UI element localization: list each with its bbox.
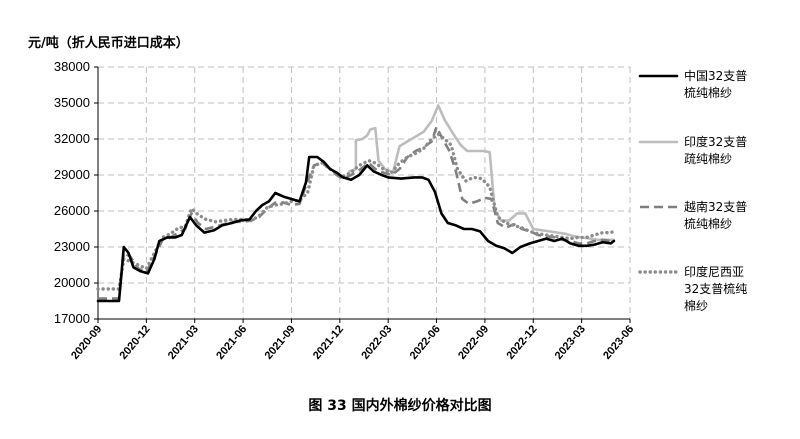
y-tick-label: 35000 [54, 95, 90, 110]
series-line-3 [96, 132, 616, 291]
legend-entry-1: 印度32支普 [684, 134, 747, 149]
series-line-1 [348, 104, 616, 242]
x-tick-label: 2020-12 [118, 323, 153, 362]
x-tick-label: 2023-03 [553, 323, 588, 362]
legend-entry-1: 疏纯棉纱 [684, 151, 732, 166]
series-lines [96, 104, 616, 303]
legend-entry-3: 印度尼西亚 [684, 264, 744, 279]
y-tick-label: 23000 [54, 239, 90, 254]
x-tick-label: 2022-12 [504, 323, 539, 362]
y-tick-label: 32000 [54, 131, 90, 146]
x-tick-label: 2022-03 [359, 323, 394, 362]
x-tick-label: 2022-06 [408, 323, 443, 362]
legend-entry-0: 梳纯棉纱 [684, 85, 732, 100]
x-tick-label: 2021-03 [166, 323, 201, 362]
x-tick-label: 2022-09 [456, 323, 491, 362]
y-axis-label: 元/吨（折人民币进口成本） [28, 35, 189, 51]
legend-entry-0: 中国32支普 [684, 68, 747, 83]
y-tick-label: 38000 [54, 59, 90, 74]
legend-entry-2: 梳纯棉纱 [684, 216, 732, 231]
axes [94, 66, 631, 323]
series-line-0 [96, 155, 616, 303]
y-tick-label: 20000 [54, 275, 90, 290]
y-tick-label: 17000 [54, 311, 90, 326]
y-tick-label: 26000 [54, 203, 90, 218]
legend: 中国32支普梳纯棉纱印度32支普疏纯棉纱越南32支普梳纯棉纱印度尼西亚32支普梳… [638, 68, 747, 313]
x-tick-labels: 2020-09 2020-12 2021-03 2021-06 2021-09 2021-… [69, 323, 636, 362]
x-tick-label: 2021-06 [214, 323, 249, 362]
legend-entry-3: 32支普梳纯 [684, 281, 747, 296]
figure-caption: 图 33 国内外棉纱价格对比图 [308, 397, 491, 414]
series-line-2 [98, 125, 615, 300]
legend-entry-3: 棉纱 [684, 299, 708, 313]
legend-entry-2: 越南32支普 [684, 199, 747, 214]
x-tick-label: 2020-09 [69, 323, 104, 362]
x-tick-label: 2023-06 [601, 323, 636, 362]
y-tick-label: 29000 [54, 167, 90, 182]
x-tick-label: 2021-09 [263, 323, 298, 362]
grid-lines [98, 66, 631, 319]
y-tick-labels: 17000 20000 23000 26000 29000 32000 35000 38000 [54, 59, 90, 326]
x-tick-label: 2021-12 [311, 323, 346, 362]
